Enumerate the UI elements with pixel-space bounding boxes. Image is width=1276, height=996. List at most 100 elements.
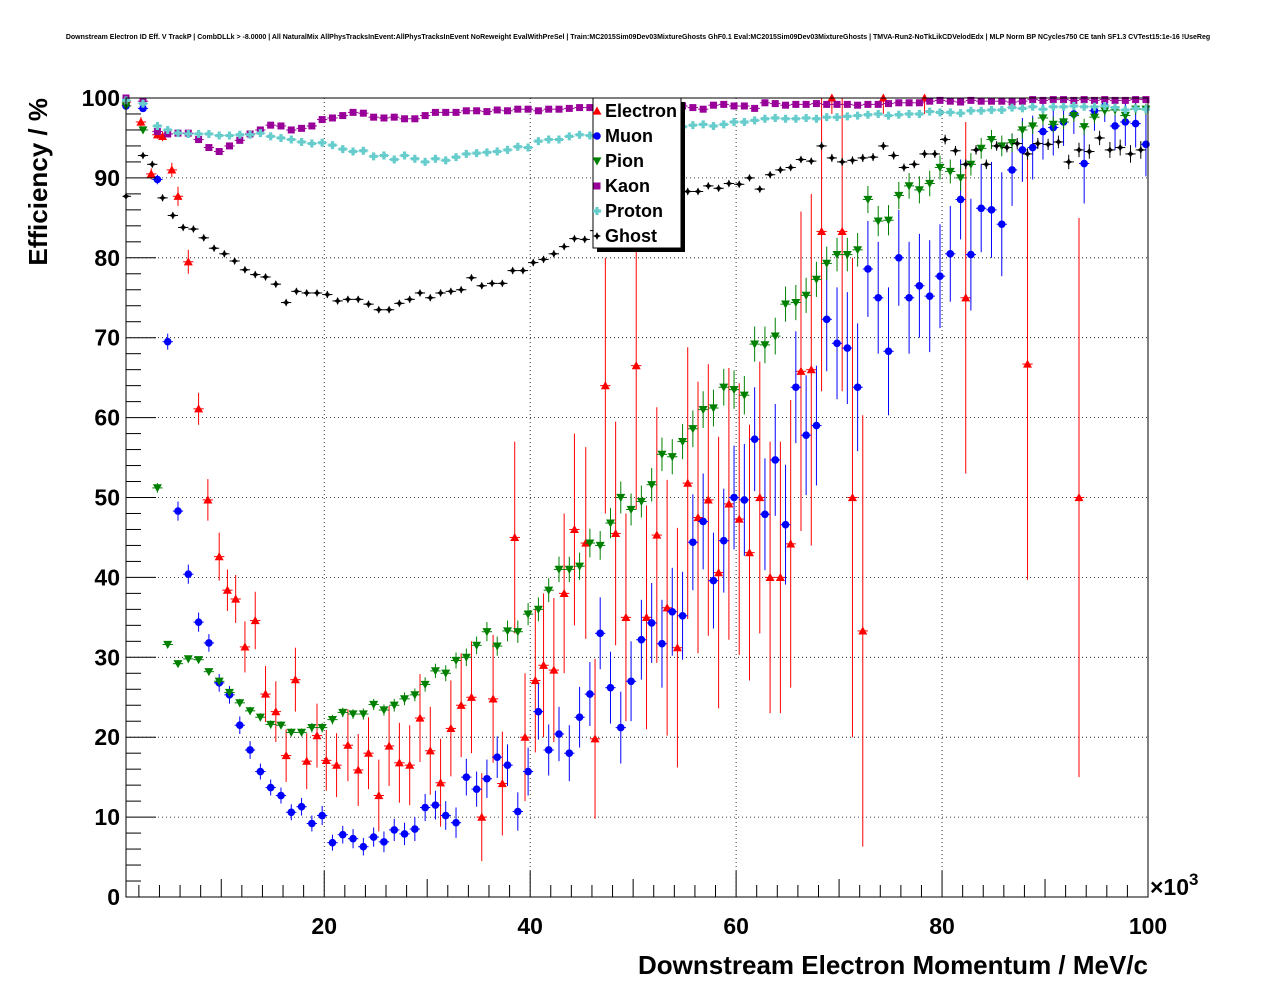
y-tick-label: 10 bbox=[94, 804, 120, 830]
marker-proton bbox=[174, 129, 183, 138]
marker-kaon bbox=[215, 148, 223, 156]
data-point-pion bbox=[461, 648, 472, 667]
data-point-electron bbox=[764, 441, 776, 714]
marker-kaon bbox=[534, 107, 542, 115]
marker-kaon bbox=[1080, 96, 1088, 104]
data-point-pion bbox=[419, 677, 431, 692]
data-point-proton bbox=[903, 109, 915, 118]
marker-proton bbox=[688, 121, 697, 130]
marker-proton bbox=[503, 145, 512, 154]
marker-kaon bbox=[740, 102, 748, 110]
marker-ghost bbox=[271, 280, 280, 289]
data-point-muon bbox=[275, 787, 287, 804]
data-point-muon bbox=[821, 267, 832, 372]
data-point-pion bbox=[430, 663, 441, 679]
marker-ghost bbox=[498, 279, 507, 288]
data-point-ghost bbox=[229, 256, 240, 265]
marker-kaon bbox=[298, 124, 306, 132]
data-point-kaon bbox=[1027, 96, 1038, 104]
marker-pion bbox=[935, 163, 945, 173]
marker-ghost bbox=[1075, 145, 1084, 154]
data-point-pion bbox=[852, 233, 863, 267]
marker-ghost bbox=[168, 211, 177, 220]
data-point-ghost bbox=[816, 141, 827, 150]
marker-ghost bbox=[148, 160, 157, 169]
data-point-muon bbox=[389, 818, 400, 842]
data-point-electron bbox=[806, 193, 817, 546]
marker-pion bbox=[410, 691, 420, 700]
marker-electron bbox=[559, 588, 569, 597]
marker-pion bbox=[781, 300, 791, 309]
marker-pion bbox=[420, 680, 430, 689]
marker-muon bbox=[627, 677, 635, 686]
marker-proton bbox=[565, 132, 574, 141]
marker-proton bbox=[719, 120, 728, 129]
marker-electron bbox=[497, 779, 507, 788]
y-tick-label: 100 bbox=[82, 85, 120, 111]
y-tick-label: 0 bbox=[107, 884, 120, 910]
data-point-ghost bbox=[198, 233, 209, 242]
marker-electron bbox=[173, 191, 183, 200]
data-point-electron bbox=[713, 436, 724, 709]
data-point-kaon bbox=[214, 148, 225, 156]
y-tick-label: 20 bbox=[94, 724, 120, 750]
data-point-proton bbox=[1006, 103, 1018, 112]
data-point-pion bbox=[275, 721, 287, 730]
data-point-ghost bbox=[775, 165, 786, 174]
marker-pion bbox=[678, 437, 688, 447]
marker-electron bbox=[621, 612, 631, 621]
marker-proton bbox=[359, 146, 368, 155]
data-point-electron bbox=[775, 441, 786, 714]
marker-muon bbox=[822, 315, 831, 324]
data-point-kaon bbox=[543, 105, 554, 113]
marker-kaon bbox=[153, 128, 161, 136]
legend-marker-ghost bbox=[593, 232, 601, 240]
data-point-pion bbox=[749, 326, 760, 362]
data-point-ghost bbox=[208, 244, 220, 253]
data-point-muon bbox=[739, 443, 750, 556]
marker-proton bbox=[328, 141, 337, 150]
data-point-pion bbox=[934, 155, 946, 180]
marker-electron bbox=[652, 530, 662, 539]
data-point-muon bbox=[667, 567, 678, 656]
marker-pion bbox=[451, 656, 461, 665]
data-point-proton bbox=[327, 141, 338, 150]
data-point-ghost bbox=[301, 288, 312, 297]
marker-proton bbox=[833, 113, 842, 122]
data-point-ghost bbox=[425, 293, 436, 302]
data-point-ghost bbox=[558, 242, 570, 251]
marker-muon bbox=[637, 635, 646, 644]
data-point-proton bbox=[306, 139, 318, 148]
data-point-electron bbox=[1022, 148, 1033, 580]
data-point-proton bbox=[698, 120, 709, 129]
marker-proton bbox=[400, 151, 409, 160]
data-point-ghost bbox=[188, 225, 199, 234]
data-point-pion bbox=[450, 652, 462, 669]
marker-proton bbox=[493, 147, 502, 156]
data-point-pion bbox=[553, 556, 565, 583]
data-point-muon bbox=[317, 805, 328, 826]
marker-muon bbox=[441, 811, 450, 820]
x-tick-label: 80 bbox=[929, 913, 955, 939]
data-point-pion bbox=[389, 698, 400, 712]
data-point-ghost bbox=[939, 134, 951, 145]
marker-ghost bbox=[549, 249, 558, 258]
data-point-proton bbox=[718, 120, 729, 129]
data-point-pion bbox=[234, 698, 245, 708]
data-point-electron bbox=[847, 257, 858, 738]
marker-ghost bbox=[220, 249, 229, 258]
marker-pion bbox=[1059, 118, 1069, 127]
marker-electron bbox=[837, 226, 847, 236]
data-point-ghost bbox=[167, 211, 179, 220]
data-point-muon bbox=[203, 634, 215, 652]
data-point-ghost bbox=[981, 159, 992, 170]
data-point-ghost bbox=[322, 290, 333, 299]
data-point-ghost bbox=[383, 305, 395, 314]
data-point-pion bbox=[708, 389, 719, 427]
data-point-kaon bbox=[687, 104, 699, 112]
data-point-kaon bbox=[800, 100, 812, 108]
marker-kaon bbox=[431, 108, 439, 116]
data-point-pion bbox=[512, 620, 523, 643]
marker-pion bbox=[564, 565, 574, 574]
data-point-electron bbox=[631, 221, 642, 510]
